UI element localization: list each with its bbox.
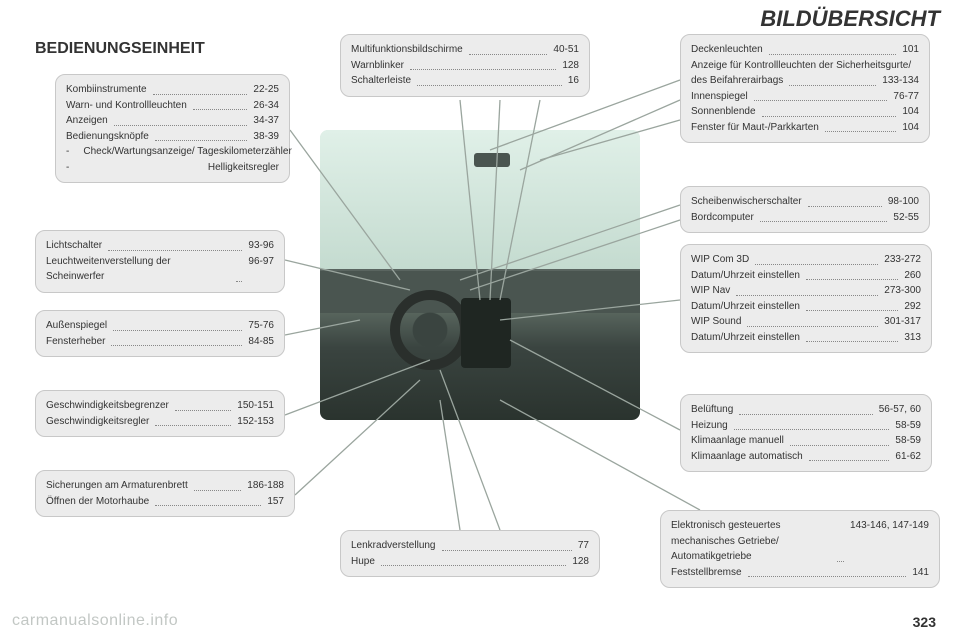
watermark: carmanualsonline.info: [12, 612, 178, 630]
page-ref: 75-76: [248, 318, 274, 334]
box-belueftung: Belüftung 56-57, 60 Heizung 58-59 Klimaanl…: [680, 394, 932, 472]
label: Leuchtweitenverstellung der Scheinwerfer: [46, 254, 230, 285]
label: Feststellbremse: [671, 565, 742, 581]
page-ref: 301-317: [884, 314, 921, 330]
label: WIP Nav: [691, 283, 730, 299]
page-ref: 150-151: [237, 398, 274, 414]
label: WIP Sound: [691, 314, 741, 330]
label: Geschwindigkeitsbegrenzer: [46, 398, 169, 414]
box-lichtschalter: Lichtschalter 93-96 Leuchtweitenverstellu…: [35, 230, 285, 293]
section-title: BEDIENUNGSEINHEIT: [35, 40, 205, 58]
sub-label: Helligkeitsregler: [198, 160, 279, 176]
page-ref: 141: [912, 565, 929, 581]
box-sicherungen: Sicherungen am Armaturenbrett 186-188 Öff…: [35, 470, 295, 517]
page-ref: 104: [902, 104, 919, 120]
box-geschwindigkeit: Geschwindigkeitsbegrenzer 150-151 Geschwi…: [35, 390, 285, 437]
bullet: -: [66, 144, 69, 160]
label: Warnblinker: [351, 58, 404, 74]
label: Schalterleiste: [351, 73, 411, 89]
page-ref: 273-300: [884, 283, 921, 299]
page-ref: 56-57, 60: [879, 402, 921, 418]
page-ref: 143-146, 147-149: [850, 518, 929, 565]
page-ref: 52-55: [893, 210, 919, 226]
page-ref: 58-59: [895, 433, 921, 449]
label: WIP Com 3D: [691, 252, 749, 268]
box-scheibenwischer: Scheibenwischerschalter 98-100 Bordcomput…: [680, 186, 930, 233]
label: Deckenleuchten: [691, 42, 763, 58]
label: Bordcomputer: [691, 210, 754, 226]
label: Multifunktionsbildschirme: [351, 42, 463, 58]
page-ref: 104: [902, 120, 919, 136]
page-ref: 77: [578, 538, 589, 554]
steering-wheel: [390, 290, 470, 370]
label: Hupe: [351, 554, 375, 570]
label: des Beifahrerairbags: [691, 73, 783, 89]
page-ref: 93-96: [248, 238, 274, 254]
box-elektronisch: Elektronisch gesteuertes mechanisches Ge…: [660, 510, 940, 588]
box-kombiinstrumente: Kombiinstrumente 22-25 Warn- und Kontroll…: [55, 74, 290, 183]
page-ref: 186-188: [247, 478, 284, 494]
page-ref: 128: [562, 58, 579, 74]
page-ref: 76-77: [893, 89, 919, 105]
page-ref: 128: [572, 554, 589, 570]
page-ref: 96-97: [248, 254, 274, 285]
page-ref: 26-34: [253, 98, 279, 114]
label: Anzeige für Kontrollleuchten der Sicherh…: [691, 60, 911, 71]
label: Kombiinstrumente: [66, 82, 147, 98]
label: Außenspiegel: [46, 318, 107, 334]
label: Bedienungsknöpfe: [66, 129, 149, 145]
page-number: 323: [913, 614, 936, 630]
label: Lenkradverstellung: [351, 538, 436, 554]
label: Belüftung: [691, 402, 733, 418]
label: Innenspiegel: [691, 89, 748, 105]
page-ref: 313: [904, 330, 921, 346]
label: Datum/Uhrzeit einstellen: [691, 299, 800, 315]
page-ref: 61-62: [895, 449, 921, 465]
page-ref: 260: [904, 268, 921, 284]
label: Lichtschalter: [46, 238, 102, 254]
page-ref: 133-134: [882, 73, 919, 89]
label: Scheibenwischerschalter: [691, 194, 802, 210]
page-ref: 22-25: [253, 82, 279, 98]
label: Fensterheber: [46, 334, 105, 350]
label: Datum/Uhrzeit einstellen: [691, 330, 800, 346]
label: Heizung: [691, 418, 728, 434]
page-ref: 101: [902, 42, 919, 58]
box-deckenleuchten: Deckenleuchten 101 Anzeige für Kontrollle…: [680, 34, 930, 143]
label: Datum/Uhrzeit einstellen: [691, 268, 800, 284]
box-multifunktion: Multifunktionsbildschirme 40-51 Warnblink…: [340, 34, 590, 97]
page-ref: 292: [904, 299, 921, 315]
label: Sonnenblende: [691, 104, 756, 120]
page-ref: 58-59: [895, 418, 921, 434]
label: Öffnen der Motorhaube: [46, 494, 149, 510]
bullet: -: [66, 160, 69, 176]
label: Elektronisch gesteuertes mechanisches Ge…: [671, 518, 831, 565]
label: Geschwindigkeitsregler: [46, 414, 149, 430]
sub-label: Check/Wartungsanzeige/ Tageskilometerzäh…: [73, 144, 291, 160]
page-ref: 40-51: [553, 42, 579, 58]
label: Fenster für Maut-/Parkkarten: [691, 120, 819, 136]
page-ref: 38-39: [253, 129, 279, 145]
label: Warn- und Kontrollleuchten: [66, 98, 187, 114]
page-header: BILDÜBERSICHT: [760, 6, 940, 32]
label: Klimaanlage manuell: [691, 433, 784, 449]
page-ref: 84-85: [248, 334, 274, 350]
box-aussenspiegel: Außenspiegel 75-76 Fensterheber 84-85: [35, 310, 285, 357]
box-wip: WIP Com 3D 233-272 Datum/Uhrzeit einstell…: [680, 244, 932, 353]
center-console: [461, 298, 511, 368]
box-lenkrad: Lenkradverstellung 77 Hupe 128: [340, 530, 600, 577]
label: Sicherungen am Armaturenbrett: [46, 478, 188, 494]
dashboard-illustration: [320, 130, 640, 420]
label: Klimaanlage automatisch: [691, 449, 803, 465]
page-ref: 152-153: [237, 414, 274, 430]
page-ref: 34-37: [253, 113, 279, 129]
label: Anzeigen: [66, 113, 108, 129]
page-ref: 233-272: [884, 252, 921, 268]
rearview-mirror: [474, 153, 510, 167]
page-ref: 98-100: [888, 194, 919, 210]
page-ref: 157: [267, 494, 284, 510]
page-ref: 16: [568, 73, 579, 89]
